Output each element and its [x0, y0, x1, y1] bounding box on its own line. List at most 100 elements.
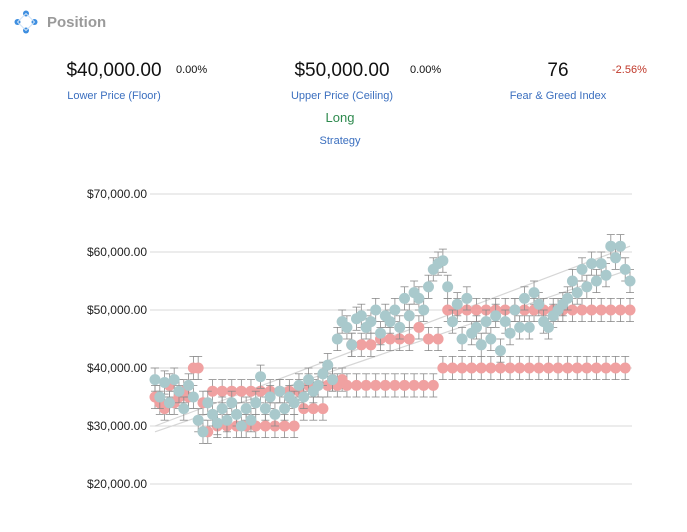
bound-point — [514, 362, 526, 374]
bound-point — [590, 362, 602, 374]
price-point — [528, 287, 540, 299]
price-point — [442, 281, 454, 293]
bound-point — [245, 385, 257, 397]
price-point — [192, 414, 204, 426]
price-point — [562, 292, 574, 304]
price-point — [298, 391, 310, 403]
price-point — [370, 304, 382, 316]
price-point — [624, 275, 636, 287]
bound-point — [413, 321, 425, 333]
bound-point — [614, 304, 626, 316]
price-point — [183, 379, 195, 391]
price-point — [346, 339, 358, 351]
price-point — [221, 414, 233, 426]
price-point — [398, 292, 410, 304]
price-point — [341, 321, 353, 333]
bound-point — [466, 362, 478, 374]
bound-point — [317, 403, 329, 415]
y-tick-label: $40,000.00 — [87, 361, 147, 375]
strategy-value: Long — [325, 110, 355, 125]
price-point — [312, 379, 324, 391]
price-point — [245, 414, 257, 426]
ceiling-label: Upper Price (Ceiling) — [290, 90, 394, 102]
price-point — [595, 258, 607, 270]
price-point — [509, 304, 521, 316]
price-point — [475, 339, 487, 351]
bound-point — [610, 362, 622, 374]
price-point — [255, 371, 267, 383]
bound-point — [370, 379, 382, 391]
bound-point — [586, 304, 598, 316]
page-header: Position — [14, 6, 106, 38]
price-point — [590, 275, 602, 287]
price-point — [422, 281, 434, 293]
bound-point — [605, 304, 617, 316]
page-title: Position — [47, 13, 107, 31]
bound-point — [360, 379, 372, 391]
y-tick-label: $30,000.00 — [87, 419, 147, 433]
price-point — [480, 316, 492, 328]
price-point — [456, 333, 468, 345]
bound-point — [552, 362, 564, 374]
price-point — [178, 403, 190, 415]
bound-point — [355, 339, 367, 351]
bound-point — [403, 333, 415, 345]
floor-change: 0.00% — [176, 64, 208, 76]
bound-point — [619, 362, 631, 374]
price-point — [211, 417, 223, 429]
price-point — [216, 403, 228, 415]
bound-point — [408, 379, 420, 391]
price-point — [264, 391, 276, 403]
price-point — [317, 368, 329, 380]
price-point — [485, 333, 497, 345]
bound-point — [279, 420, 291, 432]
price-point — [327, 374, 339, 386]
bound-point — [542, 362, 554, 374]
bound-point — [562, 362, 574, 374]
ceiling-stat: $50,000.00 0.00% Upper Price (Ceiling) — [282, 60, 441, 102]
bound-point — [595, 304, 607, 316]
bound-point — [581, 362, 593, 374]
price-point — [389, 304, 401, 316]
price-point — [523, 321, 535, 333]
bound-point — [288, 420, 300, 432]
floor-label: Lower Price (Floor) — [67, 90, 161, 102]
price-point — [566, 275, 578, 287]
price-point — [614, 240, 626, 252]
bound-point — [384, 333, 396, 345]
bound-point — [600, 362, 612, 374]
bound-point — [427, 379, 439, 391]
price-point — [355, 310, 367, 322]
bound-point — [446, 362, 458, 374]
bound-point — [456, 362, 468, 374]
bound-point — [389, 379, 401, 391]
price-point — [437, 255, 449, 267]
bound-point — [470, 304, 482, 316]
bound-point — [533, 362, 545, 374]
bound-point — [576, 304, 588, 316]
price-point — [514, 321, 526, 333]
ceiling-change: 0.00% — [410, 64, 442, 76]
price-point — [322, 359, 334, 371]
price-point — [490, 310, 502, 322]
price-point — [159, 377, 171, 388]
y-tick-label: $70,000.00 — [87, 187, 147, 201]
price-point — [375, 327, 387, 339]
bound-point — [485, 362, 497, 374]
bound-point — [207, 385, 219, 397]
bound-point — [442, 304, 454, 316]
price-point — [533, 298, 545, 310]
bound-point — [571, 362, 583, 374]
price-point — [173, 385, 185, 397]
price-point — [274, 385, 286, 397]
price-point — [303, 374, 315, 386]
price-point — [279, 403, 291, 415]
bound-point — [523, 362, 535, 374]
price-point — [494, 345, 506, 357]
bound-point — [418, 379, 430, 391]
bound-point — [259, 420, 271, 432]
price-point — [403, 310, 415, 322]
price-point — [394, 321, 406, 333]
price-point — [197, 426, 209, 438]
price-point — [413, 292, 425, 304]
